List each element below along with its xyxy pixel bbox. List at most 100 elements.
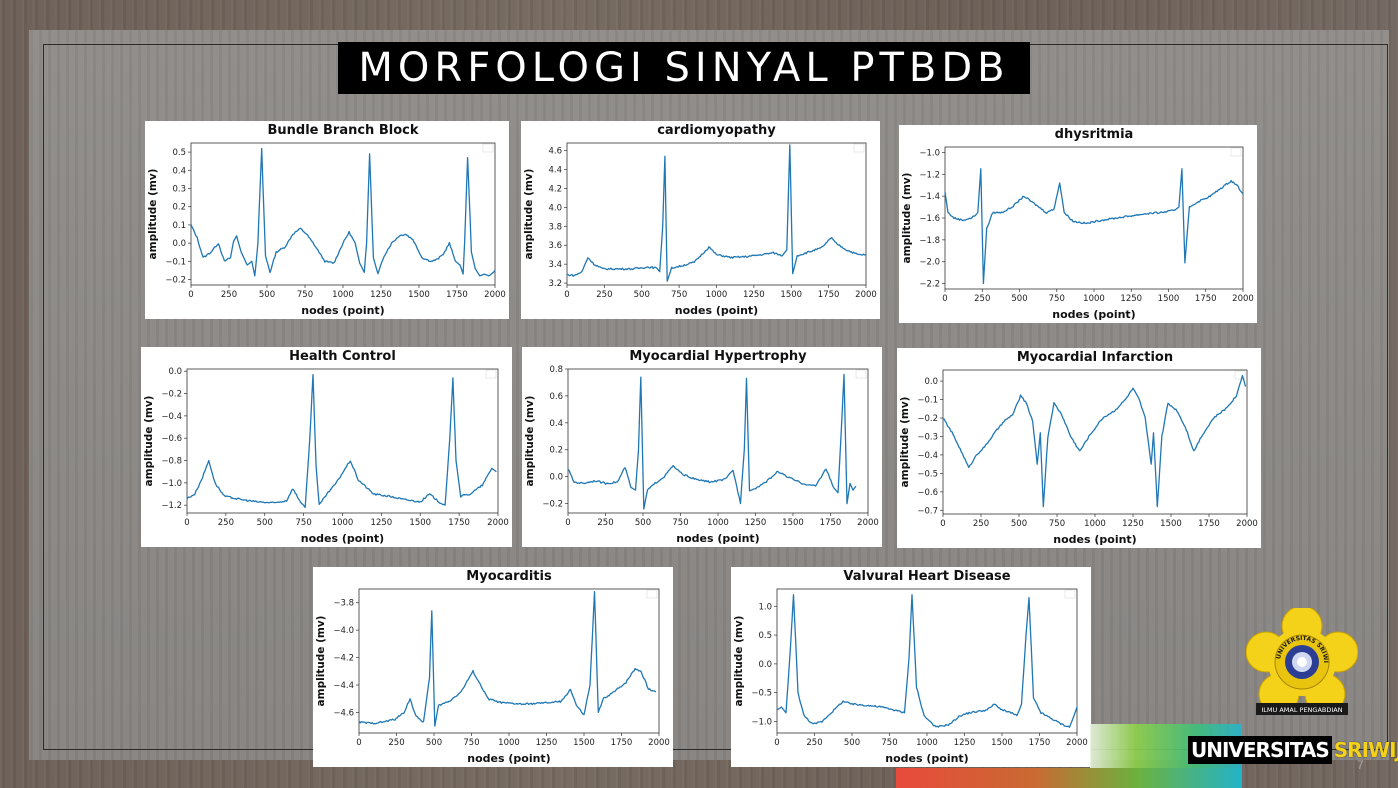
chart-myocardial-infarction: Myocardial Infarction 0 250 500 750 1000 1250 1… (897, 348, 1261, 548)
x-tick-label: 750 (1049, 519, 1065, 529)
chart-myocarditis: Myocarditis 0 250 500 750 1000 1250 1500 1750 200… (313, 567, 673, 767)
x-tick-label: 1000 (1084, 519, 1106, 529)
x-tick-label: 2000 (857, 518, 879, 528)
y-tick-label: −0.4 (161, 412, 182, 422)
x-tick-label: 1500 (1160, 519, 1182, 529)
x-tick-label: 1750 (611, 738, 633, 748)
y-tick-label: −0.2 (161, 390, 182, 400)
series-line (190, 147, 496, 277)
x-tick-label: 250 (218, 518, 234, 528)
y-tick-label: 0.3 (172, 185, 186, 195)
y-tick-label: −0.3 (917, 432, 938, 442)
x-tick-label: 250 (221, 290, 237, 300)
x-tick-label: 0 (942, 294, 947, 304)
x-axis-label: nodes (point) (885, 752, 968, 765)
x-tick-label: 1750 (818, 290, 840, 300)
y-tick-label: −0.2 (165, 276, 186, 286)
plot-area (186, 368, 499, 514)
x-tick-label: 1250 (370, 290, 392, 300)
y-tick-label: −1.0 (751, 717, 772, 727)
x-axis-label: nodes (point) (301, 532, 384, 545)
x-tick-label: 750 (297, 290, 313, 300)
logo-ribbon-text: ILMU AMAL PENGABDIAN (1261, 706, 1342, 714)
x-tick-label: 1750 (820, 518, 842, 528)
decor-gradient-bar (896, 768, 1242, 788)
x-axis-label: nodes (point) (676, 532, 759, 545)
x-tick-label: 750 (672, 518, 688, 528)
x-tick-label: 1500 (991, 738, 1013, 748)
x-tick-label: 1250 (745, 518, 767, 528)
chart-myocardial-hypertrophy: Myocardial Hypertrophy 0 250 500 750 1000 1250… (522, 347, 882, 547)
y-tick-label: 1.0 (758, 602, 772, 612)
y-axis-label: amplitude (mv) (899, 397, 911, 488)
legend-box (485, 369, 497, 379)
y-axis-label: amplitude (mv) (523, 169, 535, 260)
legend-box (853, 143, 865, 153)
y-tick-label: 0.8 (549, 365, 563, 375)
y-axis-label: amplitude (mv) (733, 616, 745, 707)
y-tick-label: −0.6 (917, 488, 938, 498)
x-axis-label: nodes (point) (301, 304, 384, 317)
x-tick-label: 250 (596, 290, 612, 300)
y-tick-label: −0.5 (751, 689, 772, 699)
x-tick-label: 0 (564, 290, 569, 300)
legend-box (482, 143, 494, 153)
plot-area (944, 146, 1244, 290)
chart-health-control: Health Control 0 250 500 750 1000 1250 1500 1750… (141, 347, 512, 547)
y-tick-label: −4.4 (333, 681, 354, 691)
x-tick-label: 1250 (1122, 519, 1144, 529)
legend-box (1234, 370, 1246, 380)
chart-cardiomyopathy: cardiomyopathy 0 250 500 750 1000 1250 1500 1750… (521, 121, 880, 319)
y-tick-label: 3.6 (548, 241, 562, 251)
university-logo: UNIVERSITAS SRIWIJAYA ILMU AMAL PENGABDI… (1243, 603, 1359, 720)
x-tick-label: 1000 (332, 290, 354, 300)
chart-dhysritmia: dhysritmia 0 250 500 750 1000 1250 1500 1750 2000… (899, 125, 1257, 323)
x-tick-label: 2000 (1066, 738, 1088, 748)
page-title: MORFOLOGI SINYAL PTBDB (338, 42, 1030, 94)
y-axis-label: amplitude (mv) (143, 396, 155, 487)
legend-box (1230, 147, 1242, 157)
series-line (566, 144, 867, 282)
x-tick-label: 1250 (954, 738, 976, 748)
y-tick-label: 0.1 (172, 221, 186, 231)
x-axis-label: nodes (point) (1053, 533, 1136, 546)
y-tick-label: 0.6 (549, 392, 563, 402)
x-tick-label: 500 (259, 290, 275, 300)
y-tick-label: −1.0 (919, 148, 940, 158)
chart-bundle-branch-block: Bundle Branch Block 0 250 500 750 1000 1250 150… (145, 121, 509, 319)
x-tick-label: 2000 (1232, 294, 1254, 304)
y-tick-label: 0.2 (549, 446, 563, 456)
x-tick-label: 0 (774, 738, 779, 748)
y-tick-label: 0.0 (168, 367, 182, 377)
y-tick-label: 4.2 (548, 184, 562, 194)
y-tick-label: −0.5 (917, 469, 938, 479)
plot-area (190, 142, 496, 286)
x-tick-label: 1000 (1083, 294, 1105, 304)
plot-area (566, 142, 867, 286)
y-tick-label: −0.8 (161, 457, 182, 467)
chart-svg: Health Control 0 250 500 750 1000 1250 1500 1750… (143, 349, 509, 545)
y-tick-label: 3.8 (548, 222, 562, 232)
chart-title: Valvural Heart Disease (843, 569, 1010, 584)
x-tick-label: 1000 (916, 738, 938, 748)
university-name-word2: SRIWIJAYA (1333, 738, 1398, 762)
chart-svg: Myocarditis 0 250 500 750 1000 1250 1500 1750 200… (315, 569, 670, 765)
chart-svg: Myocardial Hypertrophy 0 250 500 750 1000 1250… (524, 349, 879, 545)
x-tick-label: 2000 (855, 290, 877, 300)
y-axis-label: amplitude (mv) (315, 616, 327, 707)
y-tick-label: 3.2 (548, 279, 562, 289)
y-tick-label: 0.0 (549, 473, 563, 483)
x-tick-label: 500 (844, 738, 860, 748)
x-tick-label: 500 (1011, 519, 1027, 529)
x-tick-label: 1000 (706, 290, 728, 300)
y-tick-label: −3.8 (333, 599, 354, 609)
x-tick-label: 1750 (446, 290, 468, 300)
x-axis-label: nodes (point) (1052, 308, 1135, 321)
x-tick-label: 250 (597, 518, 613, 528)
y-tick-label: 0.4 (549, 419, 563, 429)
x-tick-label: 750 (463, 738, 479, 748)
y-tick-label: 0.0 (172, 239, 186, 249)
x-tick-label: 750 (881, 738, 897, 748)
x-tick-label: 500 (1011, 294, 1027, 304)
chart-valvural-heart-disease: Valvural Heart Disease 0 250 500 750 1000 1250… (731, 567, 1091, 767)
